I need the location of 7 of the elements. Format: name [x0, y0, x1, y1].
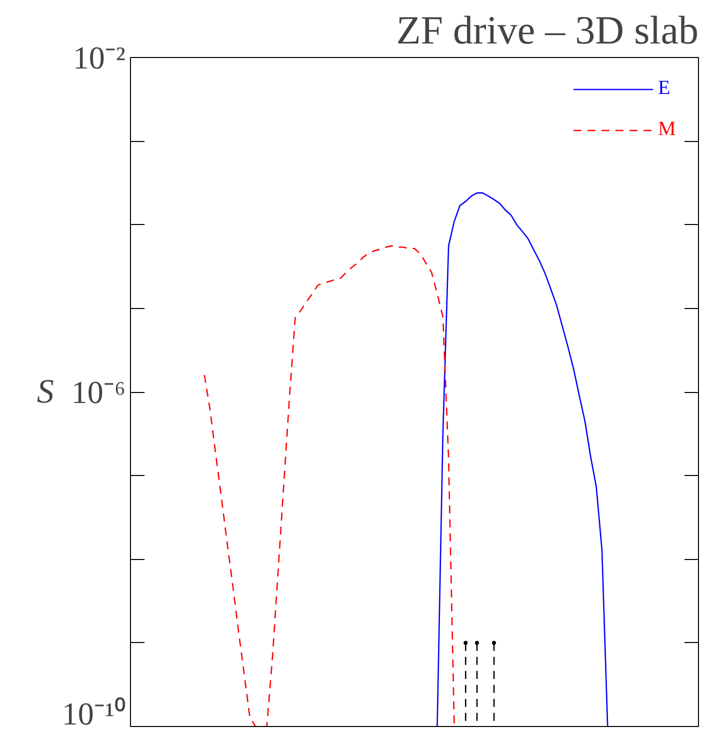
y-axis-title: S	[36, 374, 54, 410]
legend-label: E	[658, 77, 672, 100]
legend-label: M	[658, 118, 677, 141]
y-tick-label: 10⁻²	[72, 40, 126, 76]
chart-title: ZF drive – 3D slab	[396, 8, 698, 52]
y-tick-label: 10⁻¹⁰	[62, 696, 126, 731]
y-tick-label: 10⁻⁶	[71, 374, 126, 410]
